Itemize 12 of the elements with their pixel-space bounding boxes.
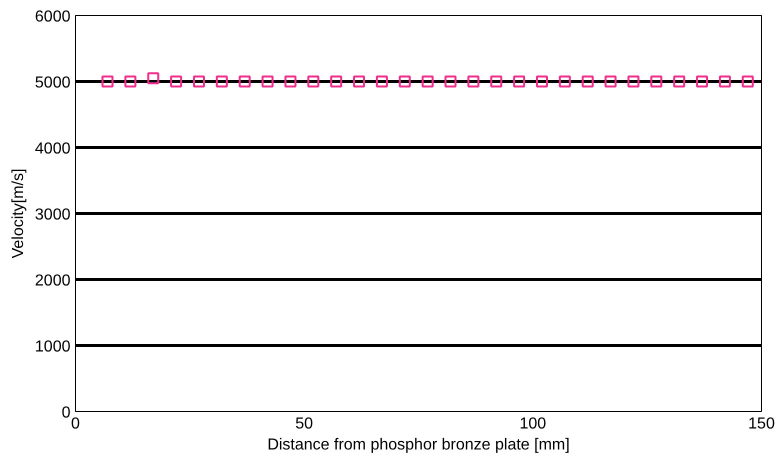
y-tick-label: 0 [62, 404, 71, 422]
y-tick-label: 5000 [34, 74, 71, 92]
y-tick-label: 3000 [34, 206, 71, 224]
x-axis-title: Distance from phosphor bronze plate [mm] [267, 436, 570, 454]
y-axis-title: Velocity[m/s] [10, 168, 27, 258]
x-tick-label: 50 [295, 416, 314, 432]
y-tick-label: 4000 [34, 140, 71, 158]
y-tick-label: 1000 [34, 338, 71, 356]
y-tick-label: 2000 [34, 272, 71, 290]
x-tick-label: 150 [748, 416, 775, 432]
x-tick-label: 100 [519, 416, 546, 432]
y-tick-label: 6000 [34, 8, 71, 26]
